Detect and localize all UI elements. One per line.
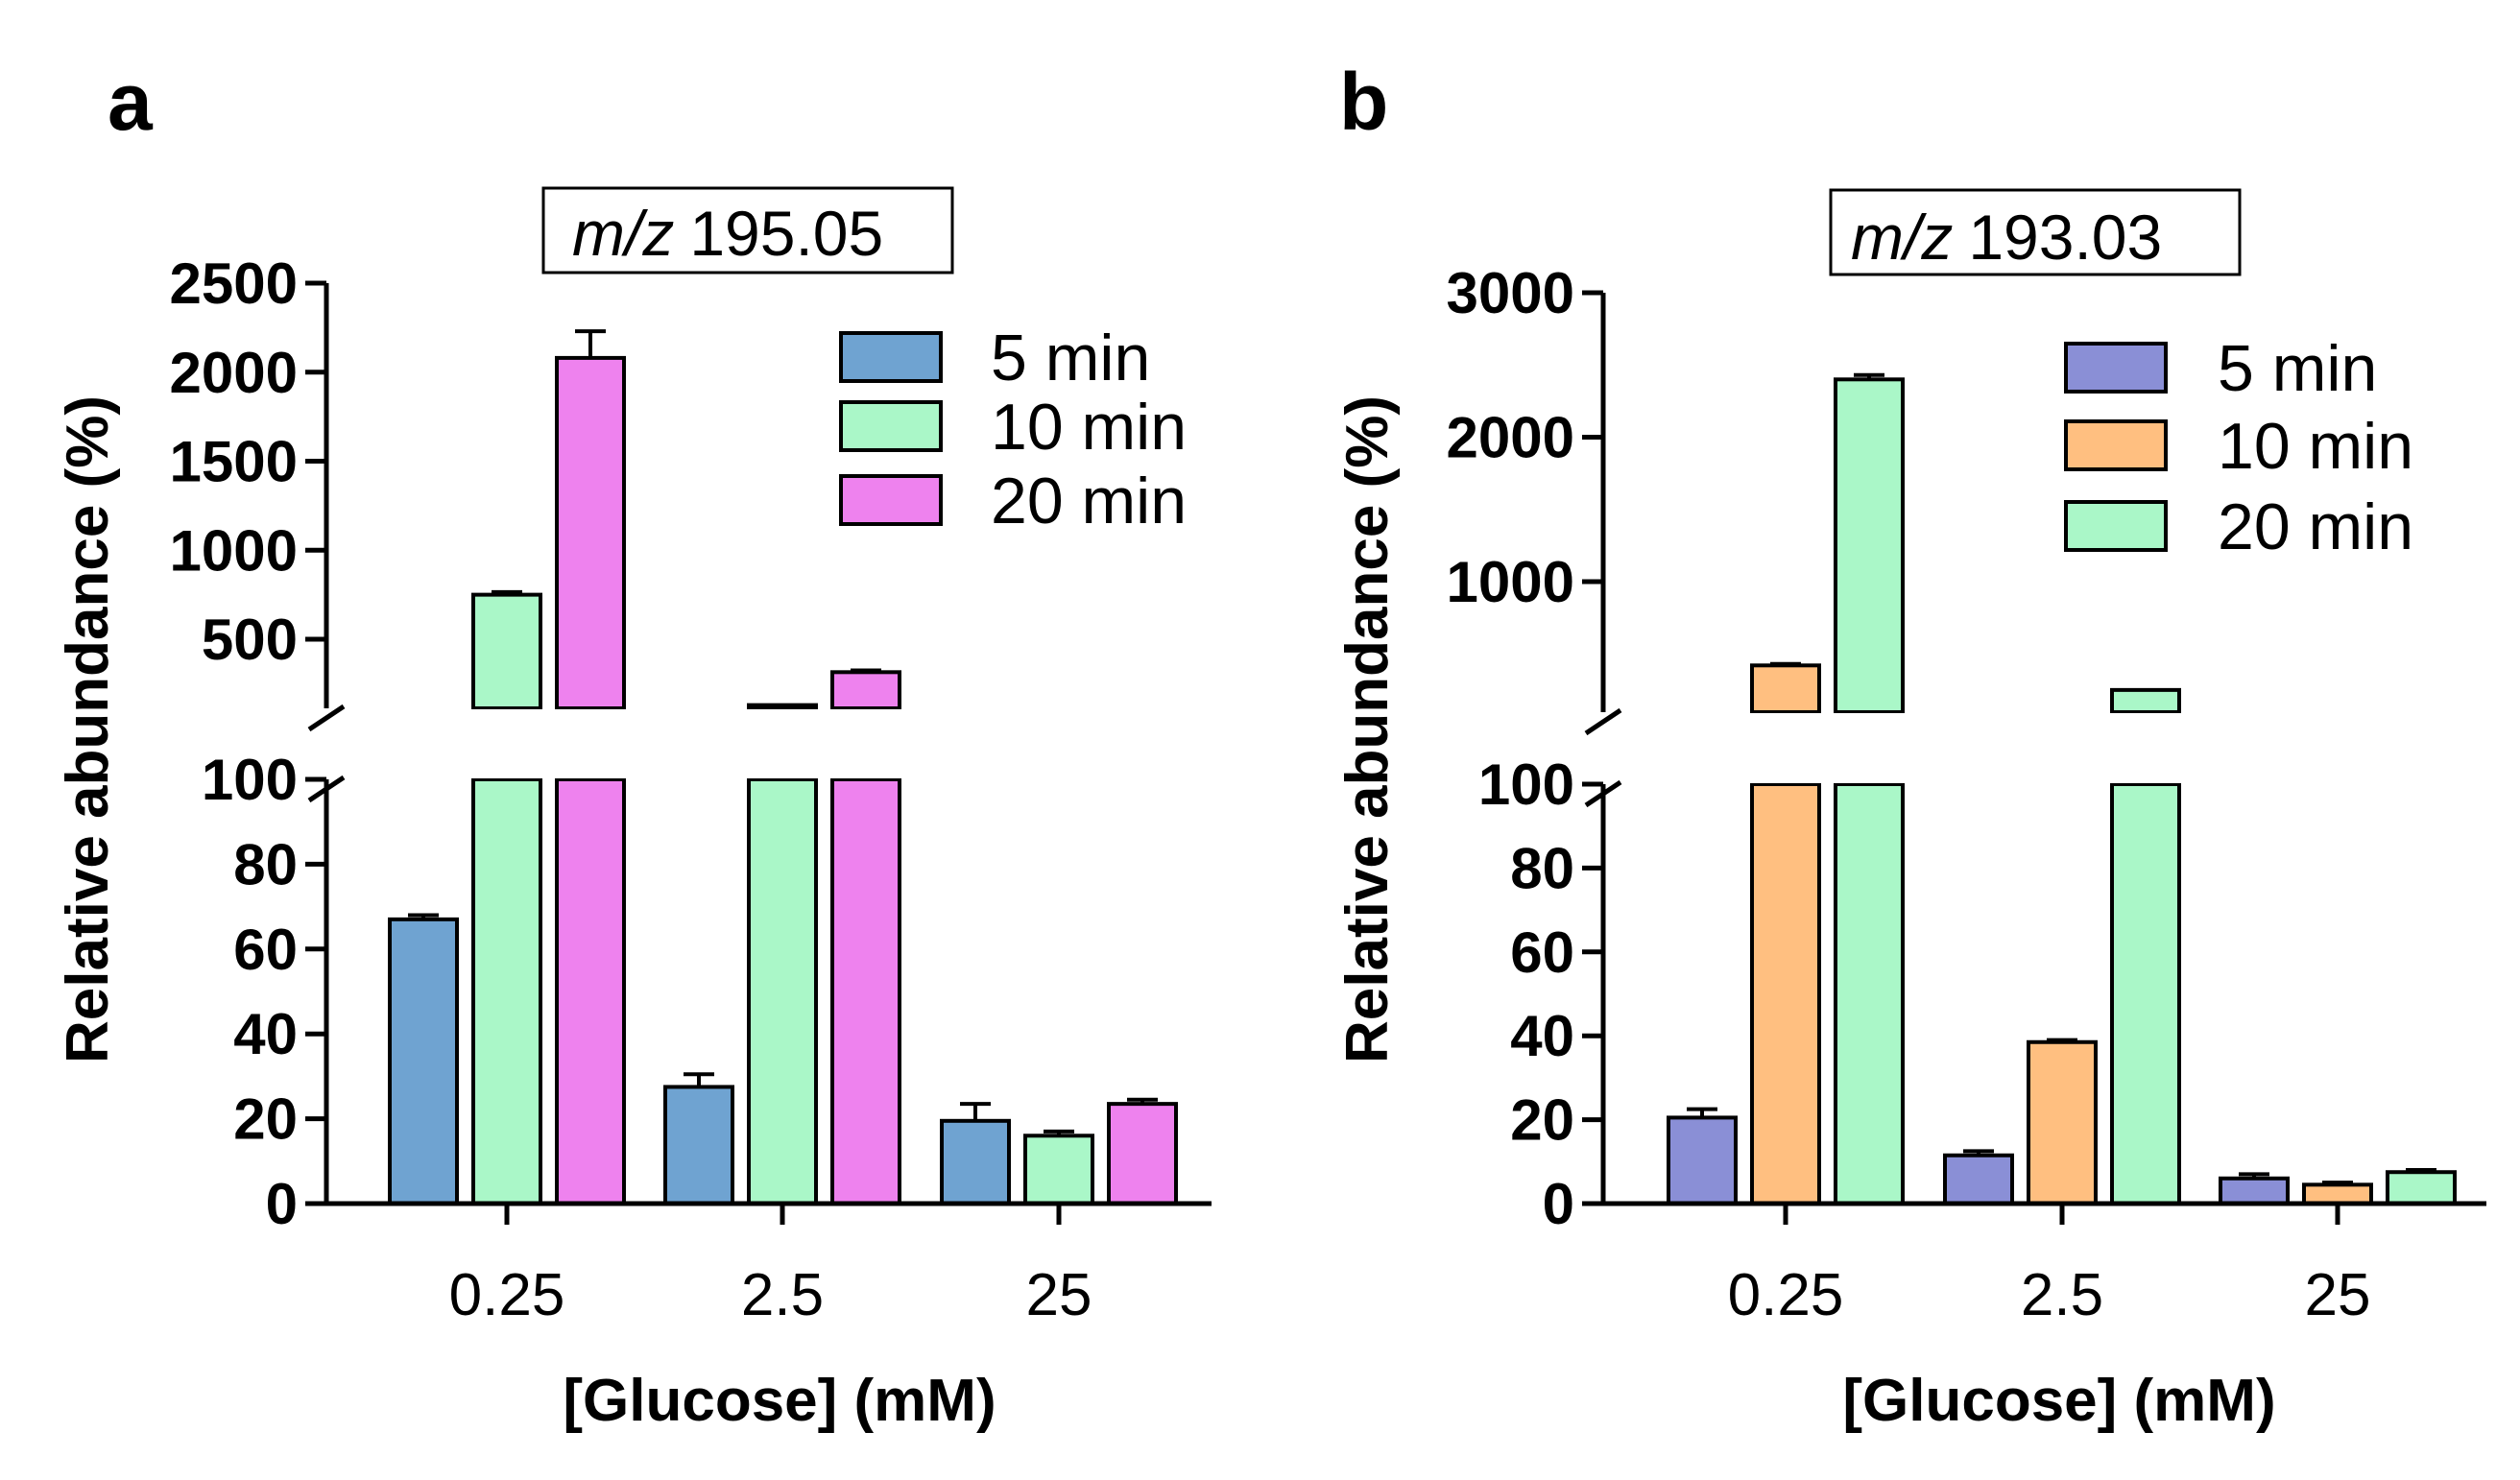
y-tick-label: 1000 [170,518,298,583]
mz-label: m/z 195.05 [572,198,883,269]
mz-prefix: m/z [1851,202,1953,273]
y-tick-label: 100 [1478,752,1574,817]
bar [2219,1176,2290,1206]
y-tick-label: 80 [1510,836,1574,900]
x-tick-label: 25 [1026,1262,1092,1328]
bar [555,777,626,1205]
y-tick-label: 0 [1543,1172,1574,1236]
x-tick-label: 2.5 [741,1262,824,1328]
bar [2386,1170,2457,1205]
legend-swatch [839,400,943,452]
y-tick-label: 80 [233,832,298,896]
bar [1107,1102,1178,1206]
legend-swatch [2064,419,2168,471]
bar-upper [1750,663,1821,714]
y-tick-label: 40 [1510,1004,1574,1068]
axis-break-mark [307,704,346,732]
legend-label: 5 min [2218,332,2377,405]
x-axis-title: [Glucose] (mM) [563,1368,996,1434]
bar [1750,782,1821,1205]
bar-upper [1834,377,1905,714]
legend-swatch [2064,342,2168,394]
mz-label-box [1829,188,2242,276]
bar-upper [471,592,542,710]
axis-break-mark [307,775,346,803]
mz-prefix: m/z [572,198,674,269]
legend-label: 10 min [991,391,1187,464]
legend-swatch [2064,500,2168,552]
bar [2110,782,2181,1205]
mz-value: 195.05 [689,198,883,269]
axis-break-gap [298,709,1221,778]
panel-a: am/z 195.05020406080100500100015002000250… [55,57,1221,1434]
y-tick-label: 1000 [1447,550,1574,614]
x-axis-title: [Glucose] (mM) [1842,1368,2275,1434]
x-tick-label: 25 [2305,1262,2371,1328]
y-tick-label: 2000 [170,341,298,405]
bar [747,777,818,1205]
bar [1943,1153,2014,1205]
mz-value: 193.03 [1968,202,2162,273]
legend-swatch [839,331,943,383]
mz-label-box [541,186,954,275]
y-tick-label: 100 [202,748,298,812]
x-tick-label: 0.25 [449,1262,565,1328]
legend-label: 5 min [991,322,1150,394]
bar-upper [2110,687,2181,714]
y-tick-label: 60 [1510,920,1574,985]
y-tick-label: 2500 [170,251,298,316]
axis-break-mark [1584,707,1622,736]
panel-b: b m/z 193.03 0 20 40 60 80 100 1000 2000 3000 0.25 2.… [1334,57,2496,1434]
bar [471,777,542,1205]
panel-letter: b [1339,57,1388,147]
bar-upper [747,703,818,711]
y-tick-label: 500 [202,608,298,672]
x-tick-label: 2.5 [2021,1262,2103,1328]
bar [663,1085,734,1205]
axis-break-gap [1574,713,2496,783]
legend-label: 20 min [2218,490,2413,563]
bar-upper [555,355,626,710]
y-tick-label: 3000 [1447,261,1574,325]
bar [2027,1039,2098,1205]
y-axis-title: Relative abundance (%) [55,395,121,1063]
y-tick-label: 40 [233,1002,298,1066]
mz-label: m/z 193.03 [1851,202,2162,273]
bar [2302,1182,2373,1205]
bar-upper [830,670,901,711]
legend-swatch [839,474,943,526]
y-tick-label: 2000 [1447,406,1574,470]
y-tick-label: 20 [1510,1088,1574,1153]
y-tick-label: 1500 [170,430,298,494]
legend-label: 20 min [991,465,1187,537]
bar [1023,1134,1094,1206]
bar [1834,782,1905,1205]
bar [388,917,459,1205]
x-tick-label: 0.25 [1728,1262,1844,1328]
y-tick-label: 60 [233,918,298,982]
y-axis-title: Relative abundance (%) [1334,395,1401,1063]
bar [1667,1115,1738,1206]
y-tick-label: 20 [233,1087,298,1152]
bar [940,1118,1011,1206]
y-tick-label: 0 [266,1172,298,1236]
bar [830,777,901,1205]
axis-break-mark [1584,779,1622,808]
panel-letter: a [108,57,154,147]
legend-label: 10 min [2218,410,2413,483]
